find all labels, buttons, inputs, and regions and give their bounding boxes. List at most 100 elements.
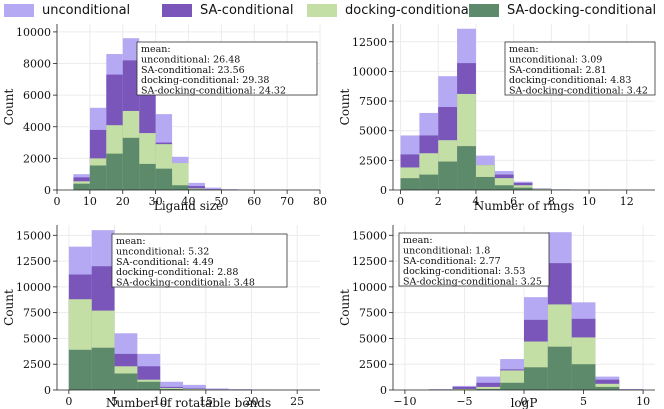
bar-SA-conditional <box>188 186 205 190</box>
x-tick-label: −10 <box>393 395 416 408</box>
mean-annotation-box <box>504 41 656 96</box>
mean-annotation-line: docking-conditional: 3.53 <box>403 266 525 277</box>
x-tick-label: 10 <box>153 395 167 408</box>
x-tick-label: 8 <box>548 195 555 208</box>
mean-annotation-line: unconditional: 1.8 <box>403 245 490 256</box>
mean-annotation-line: SA-conditional: 23.56 <box>141 65 245 76</box>
bar-SA-docking-conditional <box>571 364 596 390</box>
bar-docking-conditional <box>476 386 501 390</box>
bar-SA-docking-conditional <box>438 161 458 190</box>
x-tick-label: 4 <box>472 195 479 208</box>
mean-annotation-title: mean: <box>141 44 171 55</box>
mean-annotation-box <box>136 41 318 96</box>
mean-annotation-line: docking-conditional: 4.83 <box>509 75 631 86</box>
x-tick-label: 12 <box>620 195 634 208</box>
mean-annotation-line: unconditional: 5.32 <box>116 246 209 257</box>
y-tick-label: 12500 <box>16 255 51 268</box>
y-tick-label: 2500 <box>359 358 387 371</box>
bar-SA-docking-conditional <box>68 349 92 390</box>
y-tick-label: 7500 <box>23 307 51 320</box>
x-tick-label: 40 <box>182 195 196 208</box>
y-tick-label: 0 <box>44 384 51 397</box>
y-tick-label: 5000 <box>359 125 387 138</box>
x-tick-label: 50 <box>214 195 228 208</box>
bar-SA-docking-conditional <box>73 183 90 190</box>
bar-SA-docking-conditional <box>89 165 107 190</box>
bar-SA-docking-conditional <box>155 168 173 190</box>
mean-annotation-line: unconditional: 26.48 <box>141 54 240 65</box>
y-axis-label: Count <box>2 88 16 125</box>
y-tick-label: 0 <box>44 184 51 197</box>
x-tick-label: 5 <box>580 395 587 408</box>
bar-unconditional <box>183 384 206 390</box>
legend-item-unconditional: unconditional <box>4 2 130 19</box>
x-tick-label: 20 <box>245 395 259 408</box>
y-tick-label: 12500 <box>352 36 387 49</box>
bar-SA-docking-conditional <box>500 382 524 390</box>
x-tick-label: 60 <box>247 195 261 208</box>
x-tick-label: 10 <box>636 395 650 408</box>
x-axis-label: Number of rotatable bonds <box>106 396 271 409</box>
bar-unconditional <box>228 389 252 390</box>
y-tick-label: 5000 <box>23 332 51 345</box>
y-tick-label: 15000 <box>16 229 51 242</box>
mean-annotation-line: unconditional: 3.09 <box>509 54 602 65</box>
bar-SA-docking-conditional <box>114 373 138 390</box>
bar-SA-docking-conditional <box>547 346 572 390</box>
bar-unconditional <box>160 381 184 390</box>
mean-annotation-line: SA-docking-conditional: 3.25 <box>403 277 542 288</box>
mean-annotation-title: mean: <box>509 44 539 55</box>
x-tick-label: 30 <box>149 195 163 208</box>
legend-item-sa-conditional: SA-conditional <box>162 2 293 19</box>
mean-annotation-title: mean: <box>403 235 433 246</box>
x-tick-label: 2 <box>435 195 442 208</box>
y-tick-label: 0 <box>380 184 387 197</box>
y-tick-label: 4000 <box>23 121 51 134</box>
y-tick-label: 10000 <box>352 281 387 294</box>
bar-docking-conditional <box>172 163 189 190</box>
mean-annotation-line: SA-docking-conditional: 3.42 <box>509 86 648 97</box>
x-tick-label: 6 <box>510 195 517 208</box>
y-tick-label: 15000 <box>352 229 387 242</box>
bar-SA-docking-conditional <box>91 347 115 390</box>
y-tick-label: 10000 <box>352 65 387 78</box>
x-tick-label: 80 <box>313 195 327 208</box>
x-tick-label: 70 <box>280 195 294 208</box>
histogram-panel-1: 0 10 20 30 40 50 60 70 80 0 2000 4000 6000 8000 10000 L… <box>2 24 327 213</box>
bar-SA-docking-conditional <box>595 386 620 390</box>
x-axis-label: logP <box>511 396 538 409</box>
legend-swatch-sa-docking-conditional <box>469 4 499 17</box>
bar-SA-docking-conditional <box>160 388 184 390</box>
y-tick-label: 2000 <box>23 152 51 165</box>
y-tick-label: 10000 <box>16 281 51 294</box>
mean-annotation-box <box>398 232 550 287</box>
x-axis-label: Ligand size <box>154 199 223 213</box>
bar-SA-docking-conditional <box>419 174 439 190</box>
y-tick-label: 2500 <box>359 154 387 167</box>
bar-SA-docking-conditional <box>457 146 476 190</box>
y-tick-label: 6000 <box>23 89 51 102</box>
legend-label: docking-conditional <box>345 3 473 18</box>
x-tick-label: 10 <box>582 195 596 208</box>
y-tick-label: 7500 <box>359 95 387 108</box>
y-tick-label: 7500 <box>359 307 387 320</box>
x-tick-label: 5 <box>111 395 118 408</box>
bar-SA-docking-conditional <box>122 137 140 190</box>
bar-SA-docking-conditional <box>106 153 123 190</box>
y-tick-label: 0 <box>380 384 387 397</box>
mean-annotation-line: SA-conditional: 2.81 <box>509 65 607 76</box>
legend-item-sa-docking-conditional: SA-docking-conditional <box>469 2 656 19</box>
bar-unconditional <box>204 187 222 190</box>
bar-SA-docking-conditional <box>400 178 420 190</box>
y-axis-label: Count <box>338 289 352 326</box>
mean-annotation-title: mean: <box>116 236 146 247</box>
bar-SA-docking-conditional <box>139 163 156 190</box>
mean-annotation-box <box>111 233 288 288</box>
mean-annotation-line: SA-docking-conditional: 24.32 <box>141 86 286 97</box>
x-tick-label: −5 <box>456 395 472 408</box>
bar-SA-conditional <box>452 386 477 390</box>
mean-annotation-line: SA-docking-conditional: 3.48 <box>116 278 255 289</box>
legend-label: SA-docking-conditional <box>507 3 657 18</box>
x-tick-label: 0 <box>54 195 61 208</box>
